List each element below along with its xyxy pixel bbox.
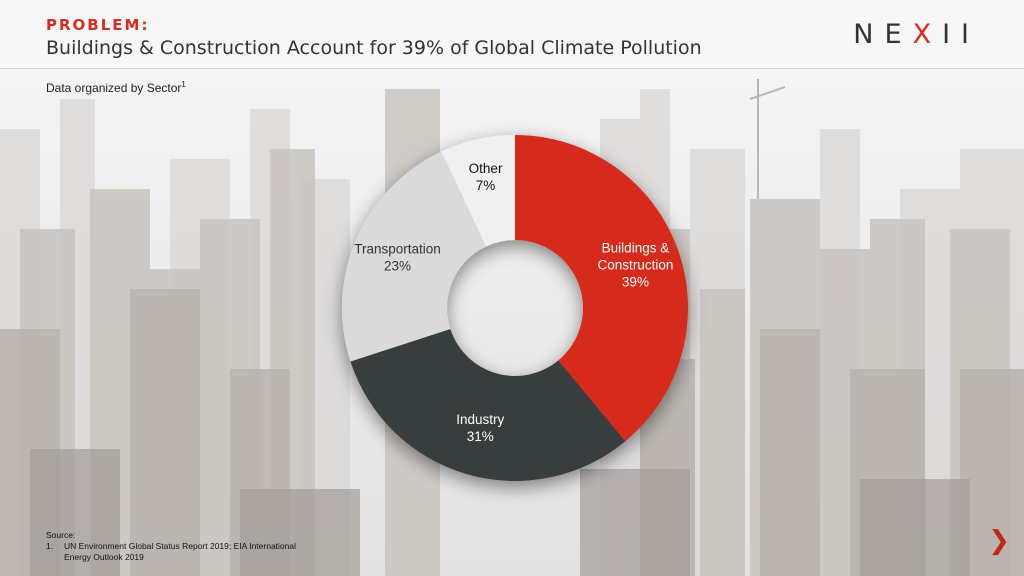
slice-label-3: Other 7% [469, 161, 503, 193]
source-note: Source: 1. UN Environment Global Status … [46, 530, 324, 563]
source-item-number: 1. [46, 541, 54, 551]
slice-label-0: Buildings & Construction 39% [598, 241, 674, 290]
slide-title: Buildings & Construction Account for 39%… [46, 37, 702, 59]
source-item-text: UN Environment Global Status Report 2019… [64, 541, 296, 562]
logo-part-3: II [942, 19, 980, 50]
slide-header: PROBLEM: Buildings & Construction Accoun… [0, 0, 1024, 69]
kicker-label: PROBLEM: [46, 16, 150, 34]
next-slide-arrow-icon[interactable]: ❯ [988, 526, 1010, 556]
slice-label-1: Industry 31% [456, 412, 504, 444]
subtitle-text: Data organized by Sector [46, 81, 182, 95]
source-heading: Source: [46, 530, 76, 540]
logo-part-2: X [912, 19, 943, 50]
slice-label-2: Transportation 23% [354, 242, 441, 274]
chart-subtitle: Data organized by Sector1 [46, 80, 186, 95]
slice-industry [350, 329, 626, 481]
footnote-mark: 1 [181, 80, 186, 89]
slice-transportation [342, 151, 487, 362]
nexii-logo: NEXII [853, 19, 980, 50]
source-item: 1. UN Environment Global Status Report 2… [46, 541, 324, 563]
slice-buildings-construction [515, 135, 688, 442]
slice-other [441, 135, 515, 247]
logo-part-1: NE [853, 19, 913, 50]
